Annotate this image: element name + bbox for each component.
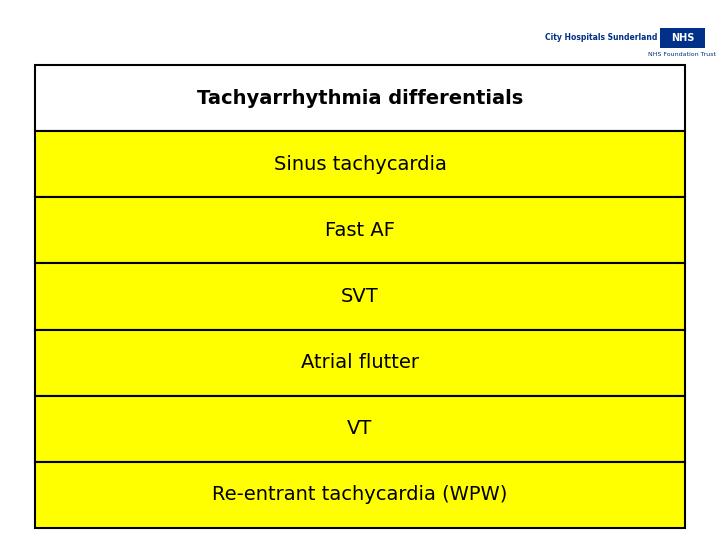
Text: NHS: NHS [671,33,694,43]
Text: City Hospitals Sunderland: City Hospitals Sunderland [544,33,657,43]
Bar [35,197,685,264]
Bar [35,396,685,462]
Text: Fast AF: Fast AF [325,221,395,240]
Bar [35,462,685,528]
Text: Sinus tachycardia: Sinus tachycardia [274,155,446,174]
Bar [35,264,685,329]
Text: Tachyarrhythmia differentials: Tachyarrhythmia differentials [197,89,523,107]
Text: NHS Foundation Trust: NHS Foundation Trust [649,52,716,57]
Bar [35,329,685,396]
Text: SVT: SVT [341,287,379,306]
Bar [35,65,685,131]
Text: Atrial flutter: Atrial flutter [301,353,419,372]
Text: VT: VT [347,419,373,438]
Bar [35,131,685,197]
Text: Re-entrant tachycardia (WPW): Re-entrant tachycardia (WPW) [212,485,508,504]
Bar [660,28,705,48]
